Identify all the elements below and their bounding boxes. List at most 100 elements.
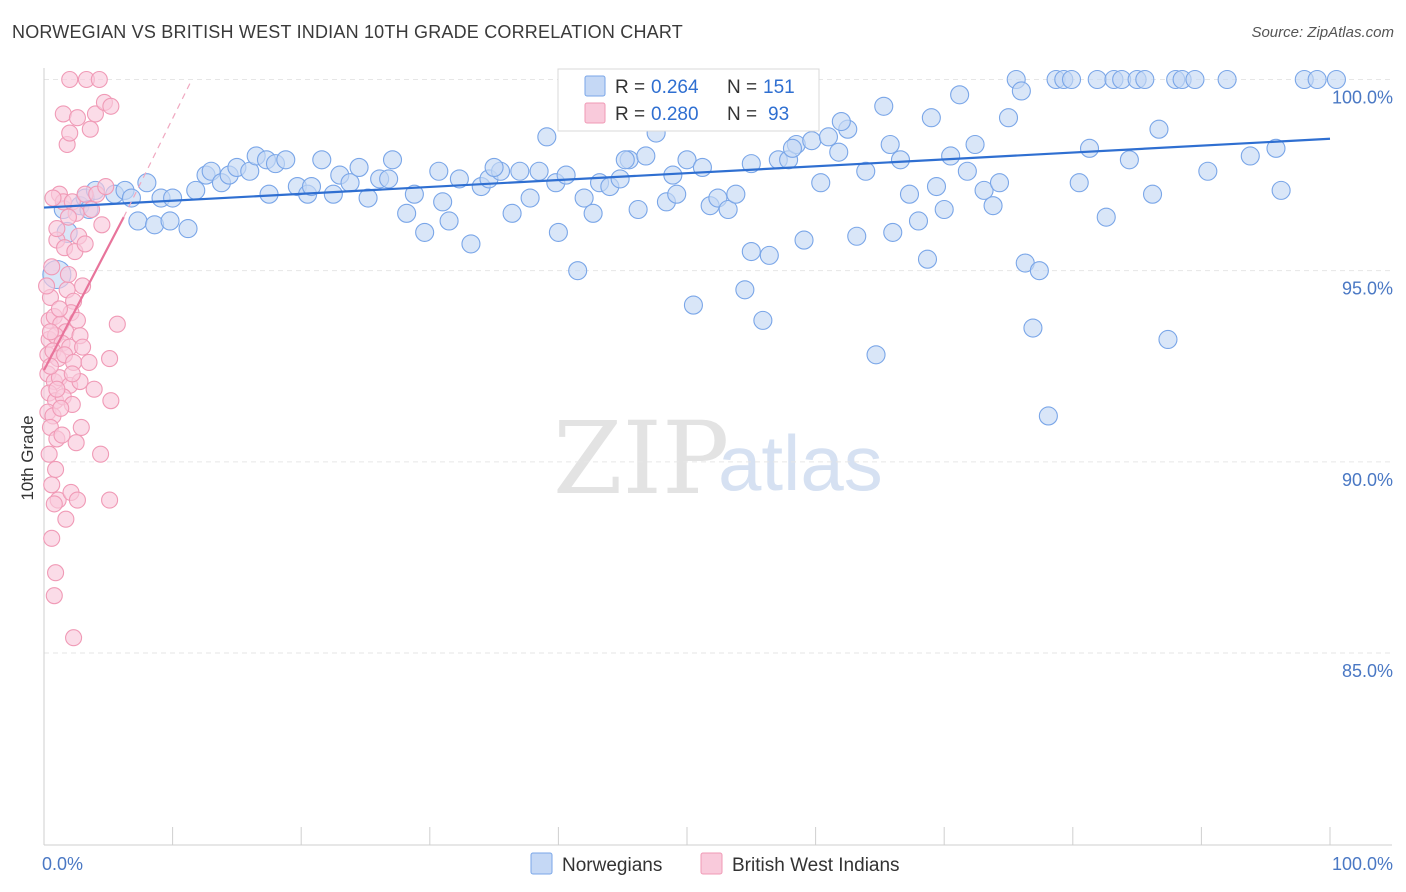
point-norwegians-153 [433,192,453,212]
point-norwegians-81 [811,173,831,193]
point-british-west-indians-68 [47,564,65,582]
point-norwegians-118 [1119,150,1139,170]
point-norwegians-126 [1185,69,1205,90]
point-norwegians-122 [1149,119,1169,139]
stats-swatch-british-west-indians [584,102,606,124]
point-british-west-indians-2 [90,70,108,89]
point-norwegians-41 [449,169,469,189]
point-norwegians-29 [323,184,343,204]
point-british-west-indians-55 [52,399,70,417]
point-british-west-indians-3 [54,105,72,123]
point-norwegians-128 [1217,69,1237,90]
point-british-west-indians-90 [97,178,115,196]
point-norwegians-94 [926,177,947,197]
point-norwegians-83 [829,142,849,162]
watermark: ZIP atlas [553,400,883,517]
x-tick-label-1: 100.0% [1332,854,1393,874]
y-axis-label: 10th Grade [18,415,37,500]
point-norwegians-107 [1029,261,1049,281]
x-tick-label-0: 0.0% [42,854,83,874]
series-legend: Norwegians British West Indians [530,852,900,876]
point-norwegians-97 [950,85,970,105]
y-tick-label-2: 90.0% [1342,470,1393,490]
point-british-west-indians-4 [68,109,86,127]
stats-swatch-norwegians [584,75,606,97]
point-norwegians-49 [529,161,549,181]
point-british-west-indians-85 [57,510,75,528]
point-norwegians-38 [415,222,435,242]
stats-r-value-1: 0.280 [651,104,699,125]
y-tick-label-1: 95.0% [1342,279,1393,299]
point-norwegians-13 [163,188,183,208]
point-norwegians-108 [1038,406,1058,426]
point-norwegians-134 [1326,69,1346,90]
point-norwegians-65 [677,150,697,170]
point-norwegians-133 [1307,69,1327,90]
point-norwegians-103 [998,108,1019,128]
point-norwegians-42 [461,234,481,254]
point-norwegians-89 [883,222,903,242]
point-norwegians-95 [934,199,954,220]
point-british-west-indians-58 [67,434,85,452]
point-norwegians-114 [1087,69,1107,90]
point-british-west-indians-41 [80,353,98,371]
point-norwegians-111 [1061,69,1082,90]
trend-line-0 [43,137,1331,209]
point-norwegians-55 [583,203,603,223]
point-british-west-indians-5 [81,120,99,138]
watermark-atlas: atlas [718,419,883,507]
point-norwegians-10 [137,173,157,193]
point-norwegians-46 [502,203,522,223]
point-norwegians-130 [1266,138,1286,158]
point-british-west-indians-81 [85,380,103,398]
point-norwegians-52 [556,165,576,185]
point-norwegians-141 [301,177,322,197]
stats-r-label-1: R = [615,104,645,125]
point-norwegians-15 [186,180,206,200]
point-british-west-indians-52 [102,392,120,410]
point-british-west-indians-61 [43,476,61,494]
point-british-west-indians-82 [53,426,71,444]
point-norwegians-127 [1198,161,1218,181]
point-british-west-indians-10 [61,124,79,142]
point-british-west-indians-67 [43,529,61,547]
point-british-west-indians-89 [38,277,56,295]
point-norwegians-131 [1271,180,1291,200]
point-norwegians-142 [379,169,399,189]
point-british-west-indians-75 [93,216,111,234]
point-norwegians-25 [276,150,296,170]
legend-swatch-british-west-indians [700,852,723,875]
point-norwegians-75 [759,245,779,265]
point-norwegians-48 [520,188,540,208]
stats-n-value-1: 93 [768,104,789,125]
point-british-west-indians-86 [74,338,92,356]
point-norwegians-100 [974,180,994,200]
point-british-west-indians-42 [101,350,119,368]
stats-n-label-0: N = [727,77,757,98]
stats-r-label-0: R = [615,77,645,98]
point-norwegians-145 [782,138,803,158]
point-norwegians-90 [890,150,911,170]
point-norwegians-32 [349,157,369,177]
point-british-west-indians-71 [41,323,59,341]
point-norwegians-9 [128,211,148,231]
y-tick-labels: 100.0% 95.0% 90.0% 85.0% [1332,88,1393,682]
point-norwegians-129 [1240,146,1260,166]
point-british-west-indians-60 [92,445,110,463]
point-norwegians-39 [429,161,449,181]
trend-line-dashed-1 [123,79,193,218]
point-norwegians-28 [312,150,332,170]
point-norwegians-101 [983,196,1003,216]
series-norwegians [42,69,1346,426]
point-british-west-indians-30 [108,315,126,333]
point-british-west-indians-88 [48,380,66,398]
point-norwegians-66 [683,295,703,315]
point-norwegians-80 [802,131,822,151]
point-norwegians-58 [610,169,630,189]
point-british-west-indians-87 [63,365,81,383]
point-norwegians-36 [397,203,417,223]
point-norwegians-102 [989,173,1010,193]
point-norwegians-82 [818,127,839,147]
point-norwegians-88 [874,96,894,116]
